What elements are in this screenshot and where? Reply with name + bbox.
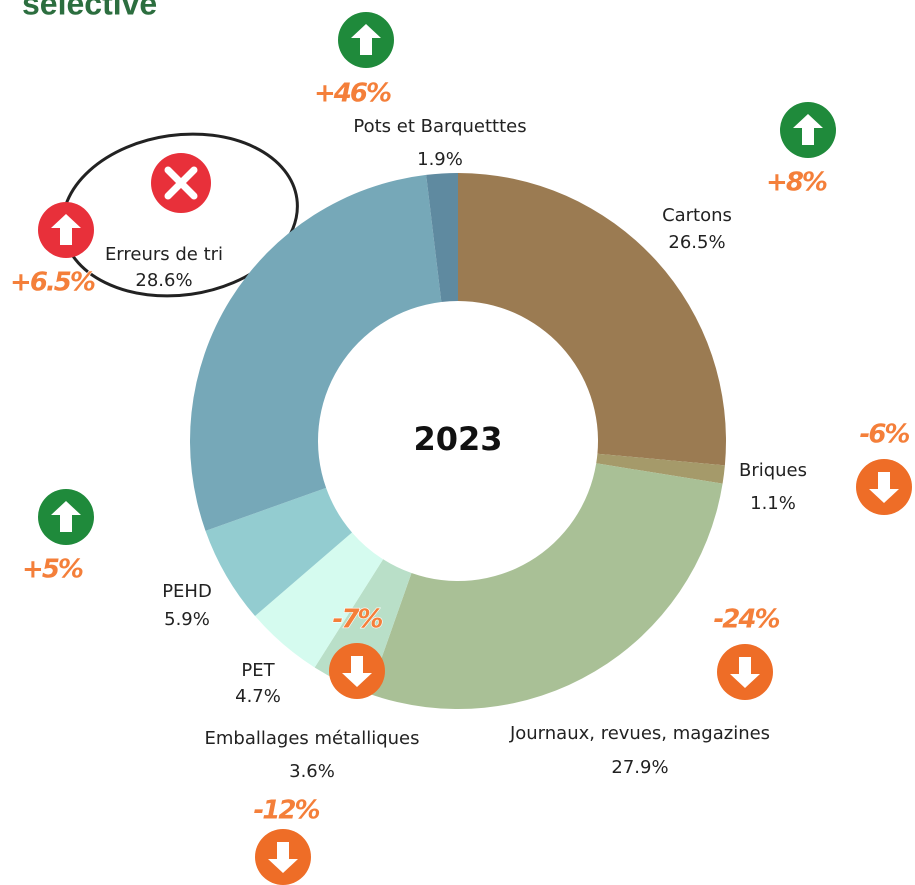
center-label: 2023 [413, 420, 502, 458]
value-label: 1.9% [417, 149, 463, 170]
trend-arrow [351, 24, 381, 55]
category-label: Journaux, revues, magazines [509, 723, 770, 744]
category-label: Emballages métalliques [205, 728, 420, 749]
category-label: Briques [739, 460, 807, 481]
category-label: Cartons [662, 205, 732, 226]
value-label: 3.6% [289, 761, 335, 782]
trend-arrow [51, 501, 81, 532]
change-label: -24% [713, 605, 779, 635]
value-label: 1.1% [750, 493, 796, 514]
category-label: Pots et Barquetttes [353, 116, 526, 137]
trend-arrow [51, 214, 81, 245]
category-label: Erreurs de tri [105, 244, 223, 265]
value-label: 28.6% [135, 270, 192, 291]
donut-segment [255, 532, 384, 668]
change-label: -7% [333, 605, 383, 635]
change-label: +6.5% [10, 268, 95, 298]
change-label: +5% [22, 555, 83, 585]
donut-segment [368, 463, 723, 709]
trend-arrow [869, 472, 899, 503]
value-label: 5.9% [164, 609, 210, 630]
trend-arrow [730, 657, 760, 688]
donut-segment [458, 173, 726, 466]
value-label: 27.9% [611, 757, 668, 778]
donut-segment [426, 173, 458, 302]
value-label: 4.7% [235, 686, 281, 707]
donut-segment [189, 174, 442, 531]
change-label: +8% [766, 168, 827, 198]
donut-segment [205, 487, 352, 617]
change-label: +46% [314, 79, 391, 109]
change-label: -12% [253, 796, 319, 826]
donut-segment [596, 453, 725, 484]
chart-title: sélective [22, 0, 157, 21]
trend-arrow [793, 114, 823, 145]
change-label: -6% [860, 420, 910, 450]
category-label: PET [241, 660, 275, 681]
value-label: 26.5% [668, 232, 725, 253]
trend-arrow [342, 656, 372, 687]
error-cross [164, 166, 198, 200]
trend-arrow [268, 842, 298, 873]
category-label: PEHD [162, 581, 212, 602]
